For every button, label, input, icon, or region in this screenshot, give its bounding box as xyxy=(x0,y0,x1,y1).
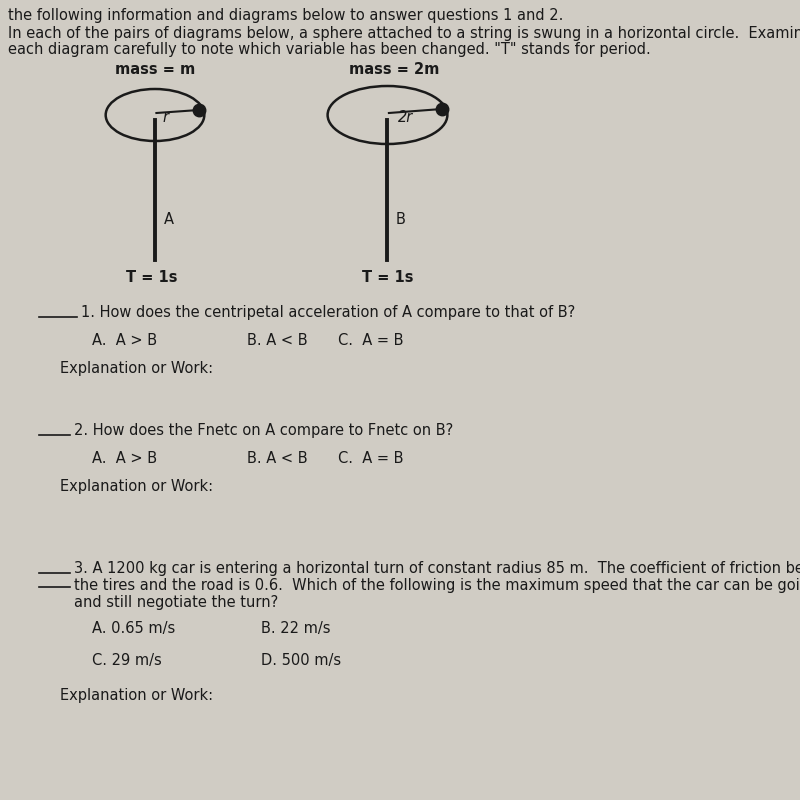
Text: the tires and the road is 0.6.  Which of the following is the maximum speed that: the tires and the road is 0.6. Which of … xyxy=(74,578,800,593)
Text: 1. How does the centripetal acceleration of A compare to that of B?: 1. How does the centripetal acceleration… xyxy=(81,305,575,320)
Text: Explanation or Work:: Explanation or Work: xyxy=(60,688,213,703)
Text: D. 500 m/s: D. 500 m/s xyxy=(261,653,341,668)
Text: A: A xyxy=(163,213,174,227)
Text: B: B xyxy=(396,213,406,227)
Text: r: r xyxy=(162,110,169,125)
Text: mass = m: mass = m xyxy=(115,62,195,77)
Text: A. 0.65 m/s: A. 0.65 m/s xyxy=(91,621,175,636)
Text: mass = 2m: mass = 2m xyxy=(350,62,440,77)
Text: T = 1s: T = 1s xyxy=(362,270,414,285)
Text: 2. How does the Fnetc on A compare to Fnetc on B?: 2. How does the Fnetc on A compare to Fn… xyxy=(74,423,454,438)
Text: each diagram carefully to note which variable has been changed. "T" stands for p: each diagram carefully to note which var… xyxy=(9,42,651,57)
Text: B. A < B: B. A < B xyxy=(246,333,307,348)
Text: T = 1s: T = 1s xyxy=(126,270,178,285)
Text: In each of the pairs of diagrams below, a sphere attached to a string is swung i: In each of the pairs of diagrams below, … xyxy=(9,26,800,41)
Text: A.  A > B: A. A > B xyxy=(91,451,157,466)
Text: C.  A = B: C. A = B xyxy=(338,333,404,348)
Text: A.  A > B: A. A > B xyxy=(91,333,157,348)
Text: B. A < B: B. A < B xyxy=(246,451,307,466)
Text: Explanation or Work:: Explanation or Work: xyxy=(60,361,213,376)
Text: C.  A = B: C. A = B xyxy=(338,451,404,466)
Text: C. 29 m/s: C. 29 m/s xyxy=(91,653,162,668)
Text: B. 22 m/s: B. 22 m/s xyxy=(261,621,330,636)
Text: 3. A 1200 kg car is entering a horizontal turn of constant radius 85 m.  The coe: 3. A 1200 kg car is entering a horizonta… xyxy=(74,561,800,576)
Text: and still negotiate the turn?: and still negotiate the turn? xyxy=(74,595,278,610)
Text: the following information and diagrams below to answer questions 1 and 2.: the following information and diagrams b… xyxy=(9,8,564,23)
Text: Explanation or Work:: Explanation or Work: xyxy=(60,479,213,494)
Text: 2r: 2r xyxy=(398,110,413,126)
